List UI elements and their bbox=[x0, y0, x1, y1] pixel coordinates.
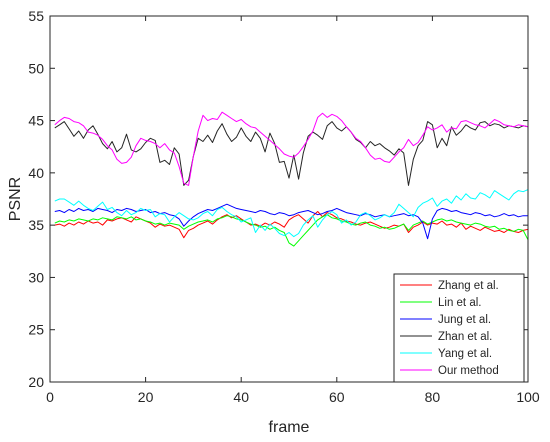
plot-area bbox=[54, 111, 529, 247]
legend-label: Zhan et al. bbox=[438, 331, 492, 343]
legend-label: Jung et al. bbox=[438, 314, 491, 326]
y-tick-label: 35 bbox=[28, 217, 44, 233]
legend-box bbox=[393, 273, 525, 383]
y-tick-label: 25 bbox=[28, 322, 44, 338]
series-line-3 bbox=[54, 203, 528, 240]
legend-label: Lin et al. bbox=[438, 297, 481, 309]
x-tick-label: 80 bbox=[425, 389, 441, 405]
axes-box bbox=[49, 15, 529, 383]
y-tick-label: 40 bbox=[28, 165, 44, 181]
legend-label: Yang et al. bbox=[438, 348, 492, 360]
y-tick-label: 20 bbox=[28, 374, 44, 390]
legend-label: Zhang et al. bbox=[438, 280, 499, 292]
x-tick-label: 60 bbox=[329, 389, 345, 405]
series-line-2 bbox=[54, 214, 529, 247]
series-line-6 bbox=[54, 111, 529, 186]
y-tick-label: 30 bbox=[28, 269, 44, 285]
x-tick-label: 40 bbox=[233, 389, 249, 405]
x-axis-label: frame bbox=[269, 419, 310, 436]
y-axis-label: PSNR bbox=[7, 177, 24, 221]
y-tick-label: 55 bbox=[28, 8, 44, 24]
x-tick-label: 0 bbox=[46, 389, 54, 405]
series-line-5 bbox=[54, 189, 529, 238]
legend-label: Our method bbox=[438, 365, 499, 377]
legend: Zhang et al. Lin et al. Jung et al. Zhan et… bbox=[393, 273, 525, 383]
y-tick-label: 50 bbox=[28, 60, 44, 76]
x-tick-label: 20 bbox=[138, 389, 154, 405]
series-line-1 bbox=[54, 211, 529, 239]
y-tick-label: 45 bbox=[28, 113, 44, 129]
x-tick-label: 100 bbox=[516, 389, 540, 405]
